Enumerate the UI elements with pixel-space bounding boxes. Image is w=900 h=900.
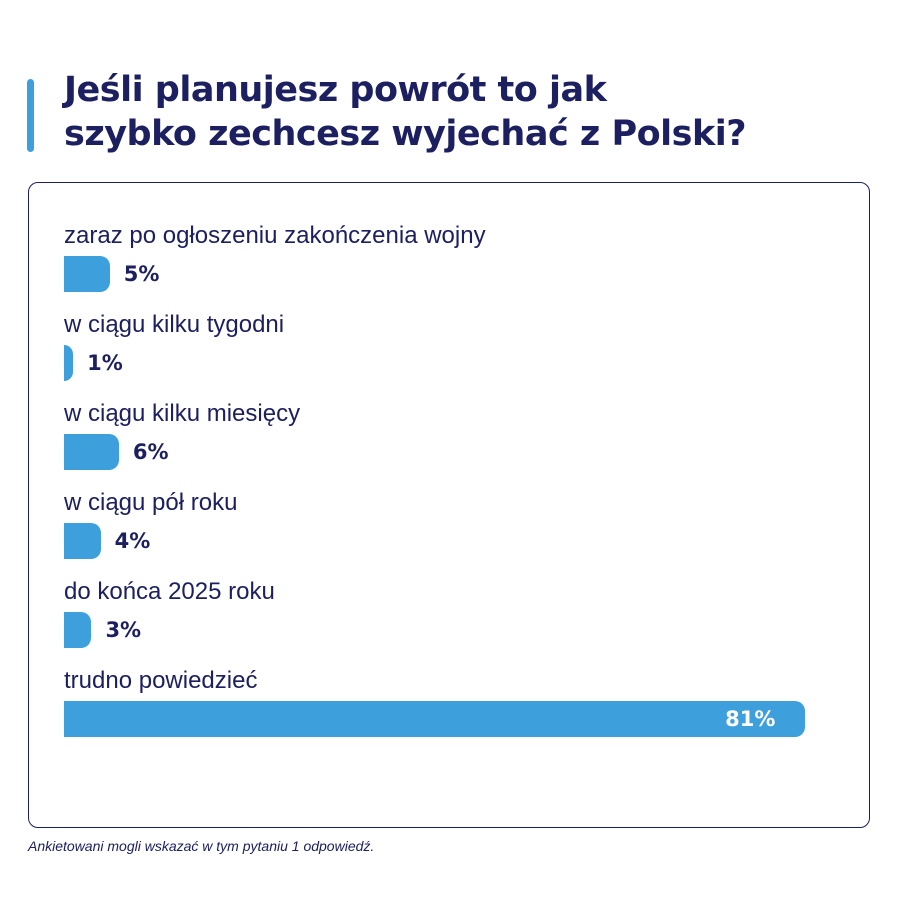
- chart-card: [28, 182, 870, 828]
- category-label: w ciągu kilku tygodni: [64, 311, 285, 338]
- category-label: do końca 2025 roku: [64, 578, 275, 605]
- category-label: trudno powiedzieć: [64, 667, 258, 694]
- value-label: 6%: [132, 440, 169, 464]
- bar: [64, 256, 110, 292]
- page-title: Jeśli planujesz powrót to jak szybko zec…: [64, 70, 747, 154]
- value-label: 3%: [105, 618, 142, 642]
- value-label: 1%: [87, 351, 123, 375]
- footnote: Ankietowani mogli wskazać w tym pytaniu …: [28, 838, 375, 854]
- bar: [64, 701, 806, 737]
- bar: [64, 523, 101, 559]
- bar: [64, 434, 119, 470]
- category-label: w ciągu kilku miesięcy: [64, 400, 301, 427]
- bar: [64, 612, 92, 648]
- category-label: zaraz po ogłoszeniu zakończenia wojny: [64, 222, 486, 249]
- title-accent-bar: [27, 79, 34, 152]
- value-label: 4%: [114, 529, 151, 553]
- value-label: 81%: [725, 707, 776, 731]
- bar: [64, 345, 74, 381]
- category-label: w ciągu pół roku: [64, 489, 238, 516]
- value-label: 5%: [123, 262, 160, 286]
